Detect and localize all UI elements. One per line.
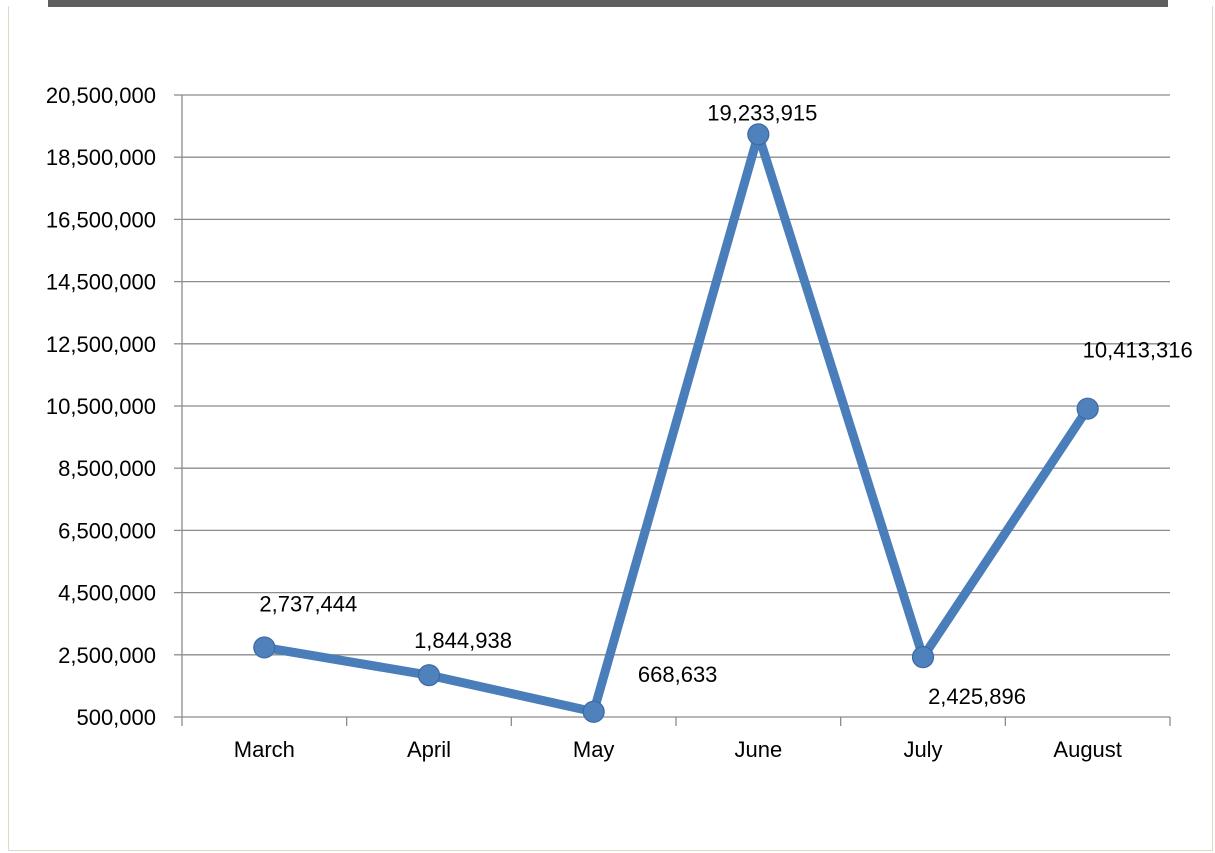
x-tick-label: May	[573, 737, 615, 762]
x-tick-label: August	[1053, 737, 1122, 762]
y-tick-label: 16,500,000	[46, 207, 156, 232]
y-tick-label: 8,500,000	[58, 456, 156, 481]
y-axis-tick-labels: 500,000 2,500,000 4,500,000 6,500,000 8,500,…	[46, 83, 156, 730]
x-tick-label: March	[234, 737, 295, 762]
data-label: 2,425,896	[928, 684, 1026, 709]
y-tick-label: 4,500,000	[58, 581, 156, 606]
chart-frame	[8, 6, 1213, 851]
y-tick-label: 20,500,000	[46, 83, 156, 108]
y-tick-label: 2,500,000	[58, 643, 156, 668]
x-tick-label: April	[407, 737, 451, 762]
data-label: 668,633	[638, 662, 718, 687]
data-point-marker	[582, 700, 605, 723]
y-tick-label: 500,000	[76, 705, 156, 730]
x-tick-label: July	[903, 737, 942, 762]
data-point-marker	[747, 123, 770, 146]
data-label: 2,737,444	[259, 591, 357, 616]
x-axis-tick-labels: March April May June July August	[234, 737, 1122, 762]
series-markers	[253, 123, 1099, 723]
series-line-path	[259, 129, 1093, 717]
data-point-marker	[1076, 397, 1099, 420]
y-tick-label: 6,500,000	[58, 518, 156, 543]
gridlines	[182, 94, 1170, 656]
x-tick-label: June	[734, 737, 782, 762]
data-label: 1,844,938	[414, 628, 512, 653]
top-divider-bar	[48, 0, 1168, 7]
y-tick-label: 14,500,000	[46, 270, 156, 295]
axes	[174, 94, 1171, 726]
data-point-marker	[417, 664, 441, 687]
data-point-marker	[253, 636, 276, 659]
y-tick-label: 10,500,000	[46, 394, 156, 419]
y-tick-label: 18,500,000	[46, 145, 156, 170]
y-tick-label: 12,500,000	[46, 332, 156, 357]
data-labels: 2,737,444 1,844,938 668,633 19,233,915 2,425…	[259, 100, 1192, 709]
series-line	[259, 129, 1093, 717]
data-label: 19,233,915	[707, 100, 817, 125]
data-point-marker	[911, 646, 935, 669]
data-label: 10,413,316	[1083, 338, 1193, 363]
